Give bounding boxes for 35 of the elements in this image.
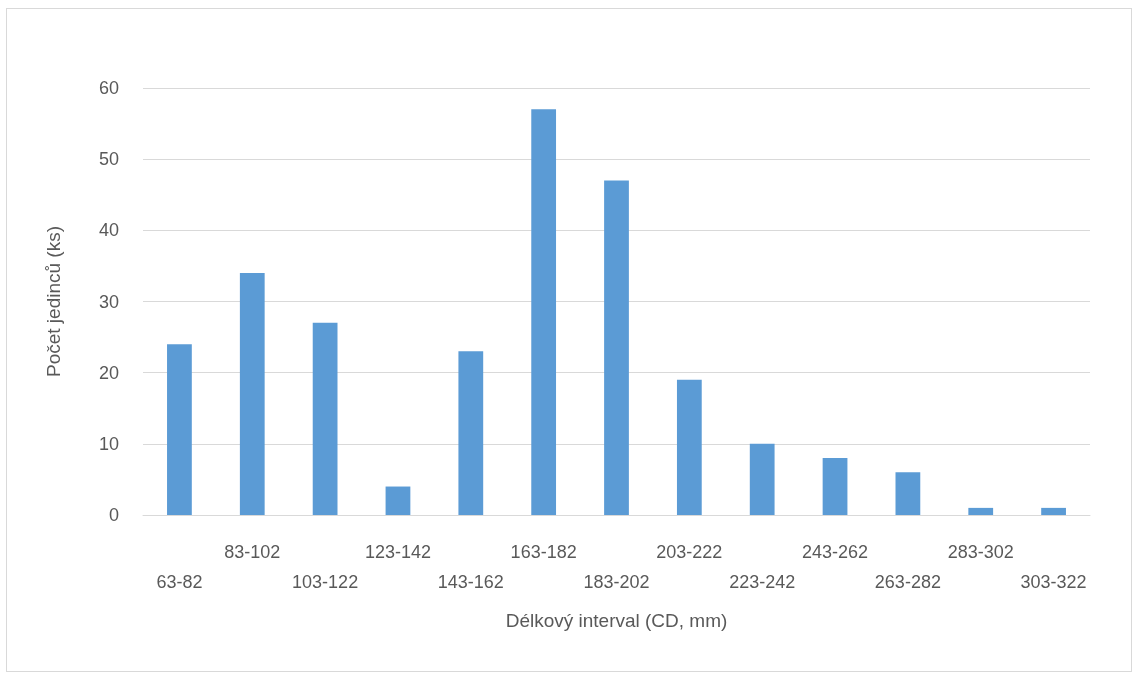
bar bbox=[1041, 507, 1066, 515]
x-tick-label: 263-282 bbox=[874, 572, 941, 592]
y-axis-title: Počet jedinců (ks) bbox=[43, 225, 64, 378]
bar bbox=[749, 443, 775, 515]
x-tick-label: 243-262 bbox=[802, 542, 869, 562]
y-tick-label: 50 bbox=[98, 149, 119, 170]
x-tick-label: 163-182 bbox=[510, 542, 577, 562]
x-axis-title: Délkový interval (CD, mm) bbox=[505, 610, 728, 631]
bar bbox=[895, 472, 921, 515]
x-tick-label: 83-102 bbox=[224, 542, 281, 562]
bar bbox=[822, 458, 848, 515]
y-tick-label: 0 bbox=[108, 505, 119, 525]
x-tick-label: 183-202 bbox=[583, 572, 650, 592]
x-tick-label: 223-242 bbox=[729, 572, 796, 592]
bar bbox=[458, 351, 484, 515]
x-tick-label: 283-302 bbox=[947, 542, 1014, 562]
y-tick-label: 40 bbox=[98, 220, 119, 241]
x-tick-label: 303-322 bbox=[1020, 572, 1087, 592]
bar bbox=[676, 379, 702, 515]
y-tick-label: 10 bbox=[98, 433, 119, 454]
x-tick-label: 203-222 bbox=[656, 542, 723, 562]
bar bbox=[531, 109, 557, 515]
x-tick-label: 143-162 bbox=[437, 572, 504, 592]
bar bbox=[167, 344, 192, 515]
bar bbox=[385, 486, 411, 515]
y-tick-label: 60 bbox=[98, 78, 119, 98]
y-tick-label: 30 bbox=[98, 291, 119, 312]
bar bbox=[312, 322, 338, 515]
x-tick-label: 123-142 bbox=[364, 542, 431, 562]
y-tick-label: 20 bbox=[98, 362, 119, 383]
x-tick-label: 103-122 bbox=[292, 572, 359, 592]
bar bbox=[604, 180, 629, 515]
bar bbox=[968, 507, 994, 515]
bar bbox=[239, 273, 265, 515]
x-tick-label: 63-82 bbox=[156, 572, 203, 592]
